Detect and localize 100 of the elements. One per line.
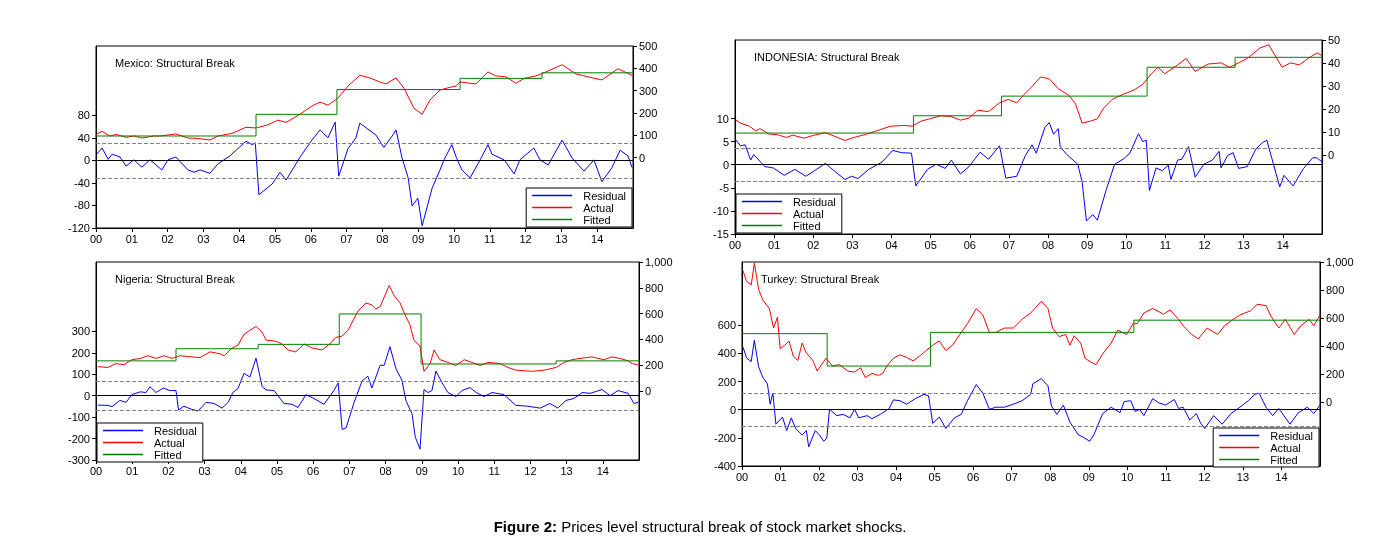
y2-tick-label: 1,000 [645,256,673,268]
text: Turkey: Structural Break [761,272,880,285]
y2-tick-label: 200 [1326,368,1345,381]
legend-label: Fitted [1270,453,1298,466]
x-tick-label: 06 [307,464,320,477]
x-tick-label: 11 [488,464,500,477]
y-tick-label: 0 [729,403,736,416]
y2-tick-label: 600 [645,307,664,320]
y2-tick-label: 20 [1328,103,1341,116]
x-tick-label: 03 [198,464,211,477]
y2-tick-label: 0 [1328,149,1335,162]
y-tick-label: -100 [67,411,90,424]
x-tick-label: 10 [447,232,461,245]
y2-tick-label: 100 [639,129,658,142]
y-tick-label: -15 [713,228,729,240]
x-tick-label: 00 [89,232,103,245]
y2-tick-label: 1,000 [1326,256,1354,268]
y2-tick-label: 200 [639,106,658,119]
y-tick-label: 200 [717,375,736,388]
x-tick-label: 13 [555,232,568,245]
x-tick-label: 10 [451,464,465,477]
y2-tick-label: 800 [1326,284,1345,297]
text: INDONESIA: Structural Break [754,50,900,63]
x-tick-label: 11 [1159,238,1172,251]
y2-tick-label: 500 [639,40,658,52]
x-tick-label: 05 [928,470,941,483]
y-tick-label: 40 [77,131,90,144]
y-tick-label: -200 [713,431,736,444]
x-tick-label: 14 [591,232,604,245]
x-tick-label: 04 [890,470,903,483]
caption: Figure 2: Prices level structural break of stock market shocks. [492,518,908,535]
x-tick-label: 01 [125,232,138,245]
x-tick-label: 08 [1044,470,1057,483]
y-tick-label: -10 [713,204,729,217]
x-tick-label: 00 [735,470,749,483]
y2-tick-label: 10 [1328,126,1341,139]
legend-label: Residual [154,424,197,437]
text: Nigeria: Structural Break [115,272,236,285]
x-tick-label: 11 [1160,470,1172,483]
x-tick-label: 02 [161,232,174,245]
x-tick-label: 01 [768,238,781,251]
x-tick-label: 14 [1275,470,1288,483]
x-tick-label: 09 [412,232,425,245]
x-tick-label: 05 [270,464,284,477]
x-tick-label: 03 [197,232,210,245]
x-tick-label: 12 [524,464,537,477]
x-tick-label: 04 [234,464,247,477]
y2-tick-label: 400 [645,333,664,346]
y-tick-label: -300 [67,454,90,466]
x-tick-label: 06 [304,232,317,245]
y-tick-label: 5 [722,135,729,148]
x-tick-label: 06 [967,470,980,483]
y-tick-label: 100 [71,368,90,381]
y2-tick-label: 40 [1328,57,1341,70]
legend-label: Residual [1270,429,1314,442]
legend-label: Residual [583,189,627,202]
x-tick-label: 07 [343,464,356,477]
x-tick-label: 07 [1005,470,1018,483]
y2-tick-label: 200 [645,359,664,372]
x-tick-label: 01 [774,470,787,483]
x-tick-label: 05 [924,238,937,251]
y-tick-label: 80 [77,109,90,122]
x-tick-label: 14 [596,464,609,477]
y2-tick-label: 600 [1326,312,1345,325]
y-tick-label: 200 [71,346,90,359]
x-tick-label: 12 [1198,470,1211,483]
y-tick-label: 600 [717,319,736,332]
x-tick-label: 08 [379,464,392,477]
y-tick-label: -40 [74,176,90,189]
y-tick-label: -400 [713,460,736,472]
x-tick-label: 12 [1198,238,1211,251]
legend-label: Fitted [583,213,611,226]
x-tick-label: 08 [376,232,389,245]
y-tick-label: -5 [719,181,729,194]
x-tick-label: 07 [1002,238,1016,251]
y-tick-label: 10 [716,112,729,125]
x-tick-label: 13 [1236,470,1250,483]
y2-tick-label: 400 [1326,340,1345,353]
y-tick-label: 0 [722,158,729,171]
y-tick-label: -200 [67,432,90,445]
x-tick-label: 01 [126,464,139,477]
y2-tick-label: 300 [639,84,658,97]
legend-label: Residual [793,195,836,208]
x-tick-label: 03 [846,238,859,251]
x-tick-label: 00 [89,464,103,477]
legend-label: Fitted [154,448,182,461]
y-tick-label: 0 [83,389,90,402]
x-tick-label: 06 [963,238,976,251]
x-tick-label: 09 [1082,470,1095,483]
x-tick-label: 11 [484,232,496,245]
y-tick-label: -120 [67,222,90,234]
x-tick-label: 12 [519,232,532,245]
text: Mexico: Structural Break [115,56,236,69]
y2-tick-label: 30 [1328,80,1341,93]
x-tick-label: 04 [233,232,246,245]
y2-tick-label: 0 [639,151,646,164]
y2-tick-label: 800 [645,281,664,294]
x-tick-label: 08 [1041,238,1055,251]
x-tick-label: 09 [1081,238,1094,251]
y2-tick-label: 0 [1326,396,1333,409]
